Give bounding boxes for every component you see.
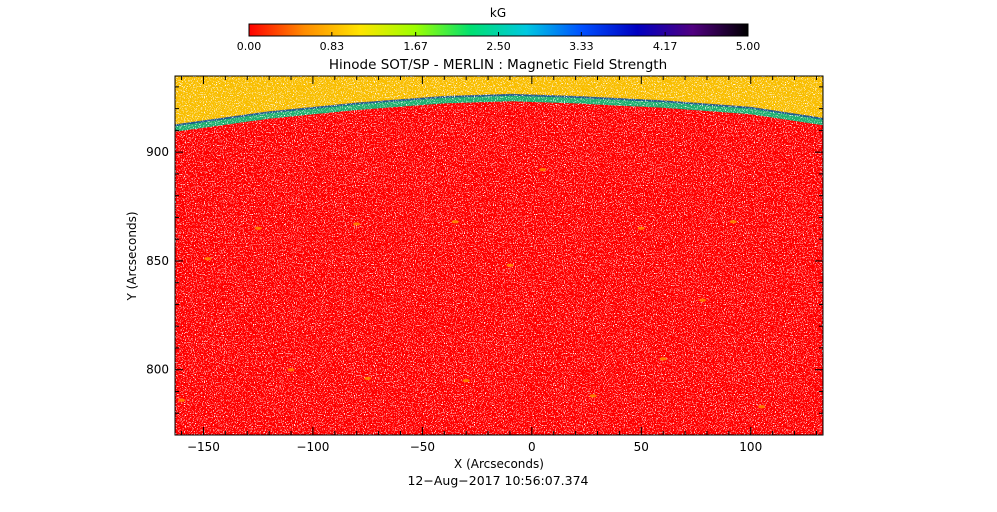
hotspot (462, 379, 470, 383)
footer-timestamp: 12−Aug−2017 10:56:07.374 (407, 473, 588, 488)
hotspot (287, 368, 295, 372)
hotspot (204, 257, 212, 261)
colorbar-tick-label: 3.33 (569, 40, 594, 53)
y-tick-label: 900 (146, 145, 169, 159)
hotspot (451, 220, 459, 224)
hotspot (758, 405, 766, 409)
x-tick-label: 100 (739, 440, 762, 454)
y-tick-label: 850 (146, 254, 169, 268)
hotspot (659, 357, 667, 361)
x-tick-label: −50 (410, 440, 435, 454)
colorbar-tick-label: 1.67 (403, 40, 428, 53)
hotspot (506, 263, 514, 267)
y-axis-label: Y (Arcseconds) (125, 211, 139, 301)
x-tick-label: 0 (528, 440, 536, 454)
hotspot (254, 226, 262, 230)
colorbar-label: kG (490, 6, 506, 20)
colorbar-tick-label: 2.50 (486, 40, 511, 53)
hotspot (699, 298, 707, 302)
x-tick-label: 50 (634, 440, 649, 454)
plot-frame (174, 75, 824, 436)
hotspot (364, 376, 372, 381)
hotspot (353, 222, 361, 226)
colorbar-tick-label: 0.83 (320, 40, 345, 53)
disk-speckle (175, 76, 823, 435)
hotspot (539, 167, 547, 172)
colorbar-tick-label: 0.00 (237, 40, 262, 53)
colorbar-tick-label: 4.17 (653, 40, 678, 53)
colorbar-ticks: 0.00 0.83 1.67 2.50 3.33 4.17 5.00 (237, 32, 761, 53)
hotspot (637, 226, 645, 230)
hotspot (178, 398, 186, 402)
x-tick-label: −150 (187, 440, 220, 454)
y-tick-label: 800 (146, 363, 169, 377)
hotspot (589, 394, 597, 398)
chart-title: Hinode SOT/SP - MERLIN : Magnetic Field … (329, 57, 667, 73)
colorbar-tick-label: 5.00 (736, 40, 761, 53)
hotspots (178, 167, 766, 409)
x-axis: −150 −100 −50 0 50 100 (181, 76, 817, 454)
hotspot (729, 220, 737, 224)
x-axis-label: X (Arcseconds) (454, 457, 544, 471)
y-axis: 800 850 900 (146, 86, 823, 414)
magnetogram-image (175, 76, 823, 435)
x-tick-label: −100 (296, 440, 329, 454)
